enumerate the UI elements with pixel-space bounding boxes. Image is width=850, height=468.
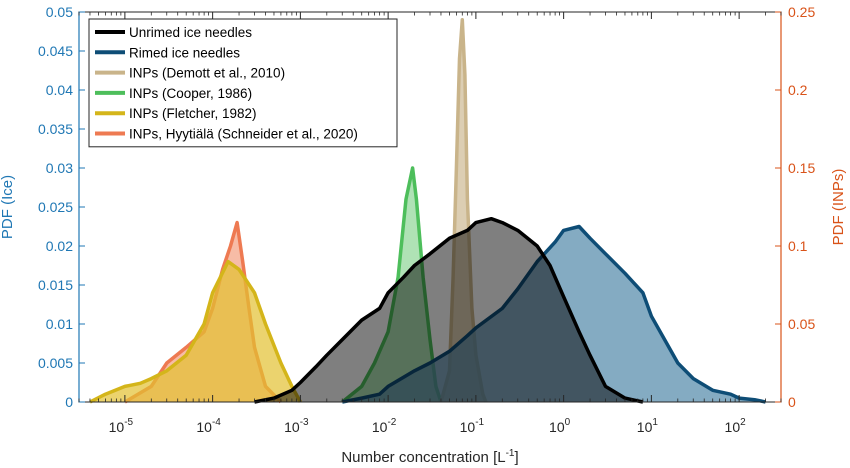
series-area-inps-fletcher-1982	[90, 261, 301, 402]
y-left-tick-label: 0.025	[38, 199, 73, 215]
y-left-tick-label: 0.02	[46, 238, 73, 254]
series-area-unrimed-ice-needles	[254, 218, 643, 402]
x-tick-label: 102	[725, 417, 747, 435]
y-left-tick-label: 0.05	[46, 4, 73, 20]
y-right-tick-label: 0	[788, 394, 796, 410]
legend-label: INPs (Demott et al., 2010)	[129, 66, 285, 81]
x-tick-label: 10-3	[284, 417, 309, 435]
legend-label: INPs (Fletcher, 1982)	[129, 106, 257, 121]
series-line-unrimed-ice-needles	[254, 216, 644, 404]
y-left-axis-title: PDF (Ice)	[0, 175, 16, 239]
axis-layer: 0 0.005 0.01 0.015 0.02 0.025 0.03 0.035 0.04 0.0…	[0, 4, 847, 466]
y-left-tick-label: 0	[65, 394, 73, 410]
legend-label: Rimed ice needles	[129, 45, 240, 60]
legend: Unrimed ice needles Rimed ice needles INPs…	[88, 18, 398, 148]
y-right-tick-label: 0.15	[788, 160, 815, 176]
legend-label: INPs, Hyytiälä (Schneider et al., 2020)	[129, 127, 358, 142]
y-left-tick-label: 0.005	[38, 355, 73, 371]
y-left-tick-label: 0.015	[38, 277, 73, 293]
x-tick-label: 10-4	[196, 417, 221, 435]
y-left-tick-label: 0.045	[38, 43, 73, 59]
y-right-tick-label: 0.25	[788, 4, 815, 20]
y-left-tick-label: 0.03	[46, 160, 73, 176]
x-tick-label: 100	[549, 417, 571, 435]
x-tick-label: 10-2	[372, 417, 397, 435]
y-left-tick-label: 0.04	[46, 82, 73, 98]
x-tick-label: 10-1	[460, 417, 485, 435]
y-right-tick-label: 0.1	[788, 238, 808, 254]
series-line-inps-fletcher-1982	[89, 259, 302, 404]
x-tick-label: 10-5	[109, 417, 134, 435]
legend-box	[88, 18, 398, 148]
legend-label: Unrimed ice needles	[129, 25, 252, 40]
x-axis-title: Number concentration [L-1]	[341, 448, 518, 466]
legend-label: INPs (Cooper, 1986)	[129, 86, 252, 101]
series-layer	[89, 18, 766, 404]
y-right-tick-label: 0.05	[788, 316, 815, 332]
x-tick-label: 101	[637, 417, 659, 435]
y-left-tick-label: 0.035	[38, 121, 73, 137]
y-right-tick-label: 0.2	[788, 82, 808, 98]
y-left-tick-label: 0.01	[46, 316, 73, 332]
y-right-axis-title: PDF (INPs)	[830, 169, 847, 246]
